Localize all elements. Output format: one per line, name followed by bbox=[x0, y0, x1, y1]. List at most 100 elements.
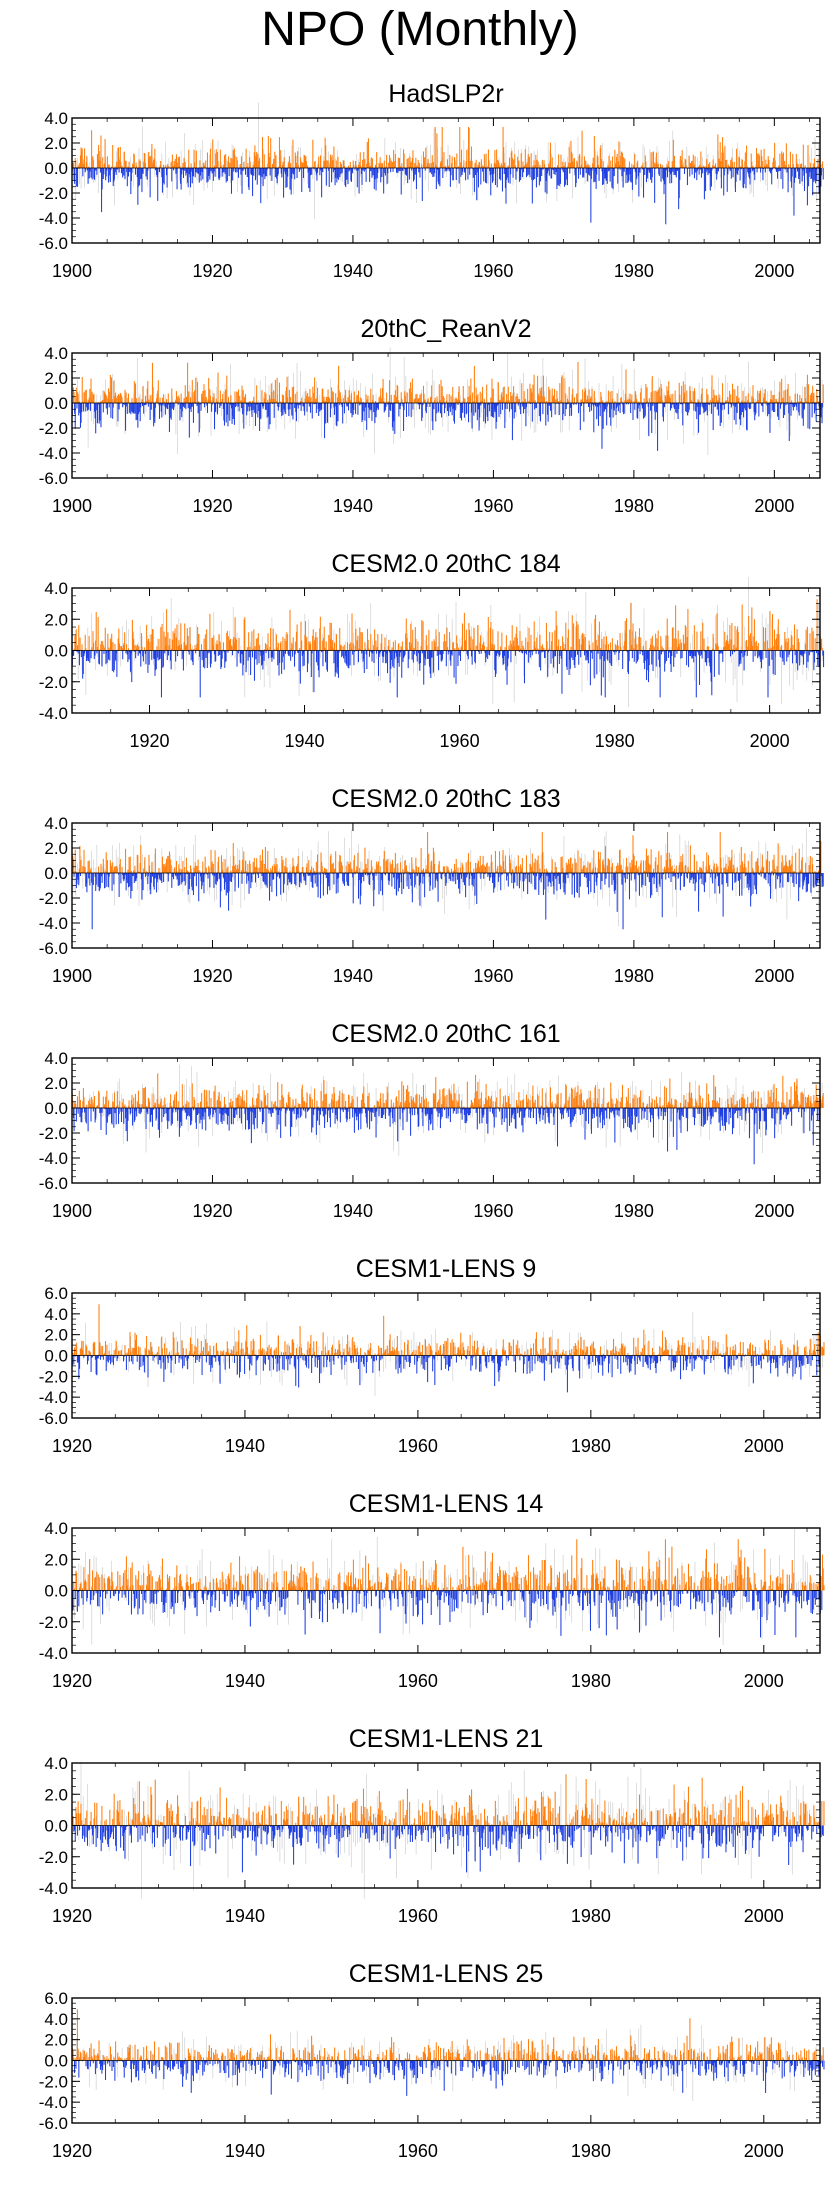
ytick-label: -4.0 bbox=[39, 2093, 68, 2112]
ytick-label: 0.0 bbox=[44, 2052, 68, 2071]
xtick-label: 2000 bbox=[744, 2141, 784, 2161]
xtick-label: 2000 bbox=[744, 1906, 784, 1926]
ytick-label: 4.0 bbox=[44, 1519, 68, 1538]
xtick-label: 1960 bbox=[398, 1671, 438, 1691]
ytick-label: 4.0 bbox=[44, 1305, 68, 1324]
ytick-label: 4.0 bbox=[44, 2010, 68, 2029]
panel-2: 20thC_ReanV2 4.0 2.0 0.0 -2.0 -4.0 -6.0 1900 192… bbox=[39, 315, 824, 516]
ytick-label: -6.0 bbox=[39, 2114, 68, 2133]
xtick-label: 1960 bbox=[440, 731, 480, 751]
xtick-label: 1940 bbox=[333, 496, 373, 516]
xtick-label: 2000 bbox=[754, 261, 794, 281]
xtick-label: 1920 bbox=[52, 1436, 92, 1456]
negative-bar bbox=[71, 650, 825, 698]
positive-bar bbox=[73, 599, 823, 651]
xtick-label: 1980 bbox=[595, 731, 635, 751]
ytick-label: 6.0 bbox=[44, 1284, 68, 1303]
xtick-label: 1980 bbox=[571, 1671, 611, 1691]
ytick-label: 0.0 bbox=[44, 1582, 68, 1601]
xtick-label: 1980 bbox=[614, 966, 654, 986]
ytick-label: -4.0 bbox=[39, 1879, 68, 1898]
xtick-label: 1940 bbox=[225, 1906, 265, 1926]
xtick-label: 1980 bbox=[571, 1906, 611, 1926]
ytick-label: 2.0 bbox=[44, 1785, 68, 1804]
ytick-label: -2.0 bbox=[39, 2072, 68, 2091]
ytick-label: -6.0 bbox=[39, 234, 68, 253]
positive-bars bbox=[72, 1304, 825, 1356]
ytick-label: -2.0 bbox=[39, 419, 68, 438]
panel-title: CESM2.0 20thC 161 bbox=[331, 1020, 560, 1048]
xtick-label: 1920 bbox=[52, 1906, 92, 1926]
negative-bar bbox=[73, 1825, 824, 1873]
xtick-label: 1940 bbox=[225, 2141, 265, 2161]
xtick-label: 1920 bbox=[192, 496, 232, 516]
xtick-label: 1960 bbox=[473, 1201, 513, 1221]
axes-frame bbox=[71, 117, 821, 244]
ytick-label: -2.0 bbox=[39, 184, 68, 203]
negative-bars bbox=[71, 403, 824, 451]
positive-bar bbox=[72, 362, 824, 403]
ytick-label: -2.0 bbox=[39, 1367, 68, 1386]
ytick-label: 4.0 bbox=[44, 109, 68, 128]
xtick-label: 2000 bbox=[750, 731, 790, 751]
xtick-label: 2000 bbox=[754, 966, 794, 986]
xtick-label: 1900 bbox=[52, 496, 92, 516]
panel-title: 20thC_ReanV2 bbox=[361, 315, 532, 343]
xtick-label: 2000 bbox=[744, 1436, 784, 1456]
xtick-label: 1920 bbox=[52, 1671, 92, 1691]
xtick-label: 1960 bbox=[398, 2141, 438, 2161]
negative-bars bbox=[71, 168, 824, 225]
panel-title: CESM1-LENS 21 bbox=[349, 1725, 544, 1753]
panel-5: CESM2.0 20thC 161 4.0 2.0 0.0 -2.0 -4.0 -6.0 19… bbox=[39, 1020, 824, 1221]
ytick-label: 2.0 bbox=[44, 839, 68, 858]
negative-bars bbox=[73, 1825, 824, 1873]
positive-bar bbox=[72, 1304, 825, 1356]
negative-bar bbox=[71, 1355, 821, 1393]
positive-bars bbox=[73, 1539, 825, 1591]
ytick-label: 0.0 bbox=[44, 1099, 68, 1118]
xtick-label: 1960 bbox=[473, 261, 513, 281]
panel-title: CESM1-LENS 14 bbox=[349, 1490, 544, 1518]
panel-title: CESM1-LENS 25 bbox=[349, 1960, 544, 1988]
panel-title: CESM1-LENS 9 bbox=[356, 1255, 537, 1283]
panel-title: HadSLP2r bbox=[388, 80, 503, 108]
ytick-label: -6.0 bbox=[39, 1174, 68, 1193]
xtick-label: 1940 bbox=[333, 261, 373, 281]
xtick-label: 1920 bbox=[192, 1201, 232, 1221]
ytick-label: 4.0 bbox=[44, 814, 68, 833]
ytick-label: 2.0 bbox=[44, 1550, 68, 1569]
ytick-label: -6.0 bbox=[39, 469, 68, 488]
ytick-label: -4.0 bbox=[39, 444, 68, 463]
xtick-label: 1960 bbox=[398, 1436, 438, 1456]
panel-title: CESM2.0 20thC 184 bbox=[331, 550, 560, 578]
ytick-label: 2.0 bbox=[44, 134, 68, 153]
ytick-label: -2.0 bbox=[39, 1613, 68, 1632]
ytick-label: -6.0 bbox=[39, 1409, 68, 1428]
xtick-label: 1900 bbox=[52, 1201, 92, 1221]
xtick-label: 1980 bbox=[614, 261, 654, 281]
xtick-label: 1940 bbox=[225, 1436, 265, 1456]
xtick-label: 1960 bbox=[473, 496, 513, 516]
negative-bars bbox=[71, 1355, 821, 1393]
ytick-label: 2.0 bbox=[44, 2031, 68, 2050]
positive-bars bbox=[71, 1774, 825, 1826]
xtick-label: 2000 bbox=[754, 1201, 794, 1221]
ytick-label: 0.0 bbox=[44, 1817, 68, 1836]
xtick-label: 1960 bbox=[398, 1906, 438, 1926]
positive-bar bbox=[71, 1774, 825, 1826]
xtick-label: 1940 bbox=[333, 1201, 373, 1221]
xtick-label: 1980 bbox=[614, 496, 654, 516]
xtick-label: 1900 bbox=[52, 966, 92, 986]
panel-1: HadSLP2r 4.0 2.0 0.0 -2.0 -4.0 -6.0 1900 1920 194… bbox=[39, 80, 824, 281]
panel-title: CESM2.0 20thC 183 bbox=[331, 785, 560, 813]
negative-bar bbox=[73, 2060, 825, 2096]
ytick-label: 2.0 bbox=[44, 610, 68, 629]
panel-9: CESM1-LENS 25 6.0 4.0 2.0 0.0-2.0 -4.0 -6.0 192… bbox=[39, 1960, 825, 2161]
panel-6: CESM1-LENS 9 6.0 4.0 2.0 0.0-2.0 -4.0 -6.0 1920… bbox=[39, 1255, 825, 1456]
xtick-label: 2000 bbox=[744, 1671, 784, 1691]
xtick-label: 1920 bbox=[52, 2141, 92, 2161]
xtick-label: 1920 bbox=[192, 966, 232, 986]
ytick-label: 0.0 bbox=[44, 1347, 68, 1366]
panel-7: CESM1-LENS 14 4.0 2.0 0.0 -2.0 -4.0 1920 1940 19… bbox=[39, 1490, 825, 1691]
